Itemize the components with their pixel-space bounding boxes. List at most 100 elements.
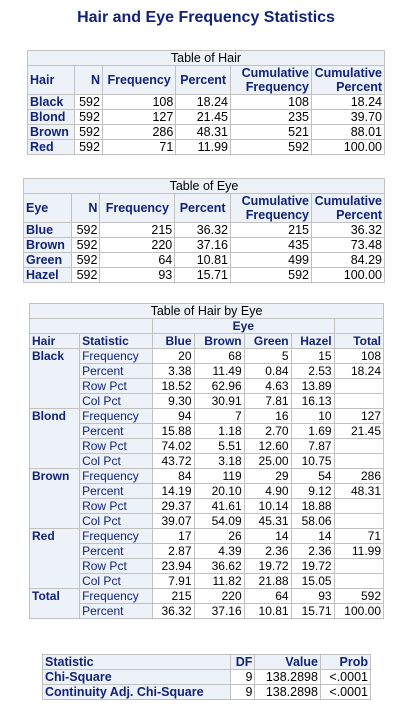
crosstab-cell: 12.60 <box>243 438 292 454</box>
eye-table-cell: 36.32 <box>174 222 231 238</box>
hair-col-hair: Hair <box>26 65 76 95</box>
eye-table-cell: 499 <box>230 252 312 268</box>
crosstab-statistic-label: Frequency <box>79 348 154 364</box>
crosstab-cell: 15.05 <box>290 573 335 589</box>
stats-col-df: DF <box>229 654 256 670</box>
crosstab-cell: 2.36 <box>290 543 335 559</box>
hair-by-eye-crosstab: Table of Hair by Eye Eye Hair Statistic Bl… <box>28 303 385 619</box>
crosstab-cell: 36.32 <box>152 603 195 619</box>
crosstab-cell <box>333 573 385 589</box>
hair-table-row: Black 592 108 18.24 108 18.24 <box>26 94 385 110</box>
eye-table-row-label: Brown <box>22 237 73 253</box>
hair-table-row-label: Red <box>26 139 76 155</box>
crosstab-cell: 10 <box>290 408 335 424</box>
hair-table-cell: 71 <box>101 139 177 155</box>
stats-row-label: Chi-Square <box>42 669 231 685</box>
crosstab-cell: 29 <box>243 468 292 484</box>
crosstab-cell: 11.82 <box>193 573 245 589</box>
crosstab-statistic-label: Frequency <box>79 468 154 484</box>
hair-table-cell: 88.01 <box>311 124 385 140</box>
hair-table-cell: 521 <box>230 124 312 140</box>
crosstab-statistic-label: Row Pct <box>79 438 154 454</box>
crosstab-cell: 215 <box>152 588 195 604</box>
crosstab-corner <box>28 318 154 334</box>
crosstab-row: Percent 15.88 1.18 2.70 1.69 21.45 <box>30 423 385 439</box>
eye-table-caption: Table of Eye <box>23 178 385 194</box>
crosstab-cell <box>333 453 385 469</box>
crosstab-statistic-label: Row Pct <box>79 558 154 574</box>
crosstab-cell: 1.18 <box>193 423 245 439</box>
crosstab-row: Brown Frequency 84 119 29 54 286 <box>28 468 385 529</box>
crosstab-cell: 94 <box>152 408 195 424</box>
crosstab-cell: 15 <box>290 348 335 364</box>
crosstab-cell: 2.70 <box>243 423 292 439</box>
crosstab-statistic-label: Percent <box>79 363 154 379</box>
hair-table-cell: 48.31 <box>175 124 231 140</box>
eye-table-cell: 592 <box>71 237 101 253</box>
crosstab-cell: 39.07 <box>152 513 195 529</box>
crosstab-hair-label: Black <box>28 348 81 409</box>
crosstab-row: Percent 3.38 11.49 0.84 2.53 18.24 <box>30 363 385 379</box>
eye-table-row-label: Blue <box>22 222 73 238</box>
hair-col-cum-percent: Cumulative Percent <box>311 65 385 95</box>
eye-table-row: Blue 592 215 36.32 215 36.32 <box>22 222 385 238</box>
crosstab-cell: 286 <box>333 468 385 484</box>
crosstab-cell: 14 <box>243 528 292 544</box>
crosstab-total-corner <box>333 318 385 334</box>
hair-col-cum-frequency: Cumulative Frequency <box>230 65 312 95</box>
eye-table-row: Hazel 592 93 15.71 592 100.00 <box>22 267 385 283</box>
crosstab-cell <box>333 558 385 574</box>
crosstab-col-blue: Blue <box>152 333 195 349</box>
crosstab-cell: 21.88 <box>243 573 292 589</box>
hair-table-cell: 235 <box>230 109 312 125</box>
crosstab-cell: 10.14 <box>243 498 292 514</box>
crosstab-statistic-label: Percent <box>79 423 154 439</box>
hair-table-cell: 11.99 <box>175 139 231 155</box>
crosstab-cell <box>333 393 385 409</box>
eye-table-cell: 84.29 <box>311 252 385 268</box>
crosstab-cell: 54.09 <box>193 513 245 529</box>
crosstab-cell: 11.49 <box>193 363 245 379</box>
crosstab-cell: 14.19 <box>152 483 195 499</box>
hair-table-cell: 592 <box>74 109 103 125</box>
crosstab-cell: 71 <box>333 528 385 544</box>
hair-frequency-table: Table of Hair Hair N Frequency Percent C… <box>26 50 385 155</box>
crosstab-col-green: Green <box>243 333 292 349</box>
crosstab-cell: 18.88 <box>290 498 335 514</box>
hair-table-cell: 108 <box>230 94 312 110</box>
crosstab-row: Blond Frequency 94 7 16 10 127 <box>28 408 385 469</box>
crosstab-cell: 18.24 <box>333 363 385 379</box>
crosstab-cell: 9.12 <box>290 483 335 499</box>
crosstab-statistic-label: Percent <box>79 483 154 499</box>
crosstab-cell: 62.96 <box>193 378 245 394</box>
crosstab-row: Percent 36.32 37.16 10.81 15.71 100.00 <box>30 603 385 619</box>
crosstab-cell: 4.39 <box>193 543 245 559</box>
eye-table-cell: 93 <box>99 267 176 283</box>
page-title: Hair and Eye Frequency Statistics <box>77 9 335 26</box>
crosstab-cell: 4.63 <box>243 378 292 394</box>
eye-table-cell: 36.32 <box>311 222 385 238</box>
stats-col-value: Value <box>254 654 321 670</box>
hair-table-cell: 21.45 <box>175 109 231 125</box>
crosstab-row: Black Frequency 20 68 5 15 108 <box>28 348 385 409</box>
hair-table-row-label: Brown <box>26 124 76 140</box>
crosstab-cell: 16 <box>243 408 292 424</box>
crosstab-cell: 127 <box>333 408 385 424</box>
crosstab-statistic-label: Row Pct <box>79 378 154 394</box>
crosstab-eye-group-header: Eye <box>152 318 335 334</box>
crosstab-cell: 19.72 <box>243 558 292 574</box>
crosstab-cell: 9.30 <box>152 393 195 409</box>
crosstab-cell: 68 <box>193 348 245 364</box>
crosstab-cell: 23.94 <box>152 558 195 574</box>
crosstab-cell: 58.06 <box>290 513 335 529</box>
crosstab-cell: 29.37 <box>152 498 195 514</box>
hair-table-cell: 18.24 <box>175 94 231 110</box>
hair-table-cell: 592 <box>74 139 103 155</box>
crosstab-cell: 3.38 <box>152 363 195 379</box>
eye-table-cell: 64 <box>99 252 176 268</box>
crosstab-cell: 220 <box>193 588 245 604</box>
crosstab-row: Col Pct 39.07 54.09 45.31 58.06 <box>30 513 385 529</box>
hair-table-cell: 592 <box>74 94 103 110</box>
eye-table-cell: 220 <box>99 237 176 253</box>
crosstab-cell: 54 <box>290 468 335 484</box>
